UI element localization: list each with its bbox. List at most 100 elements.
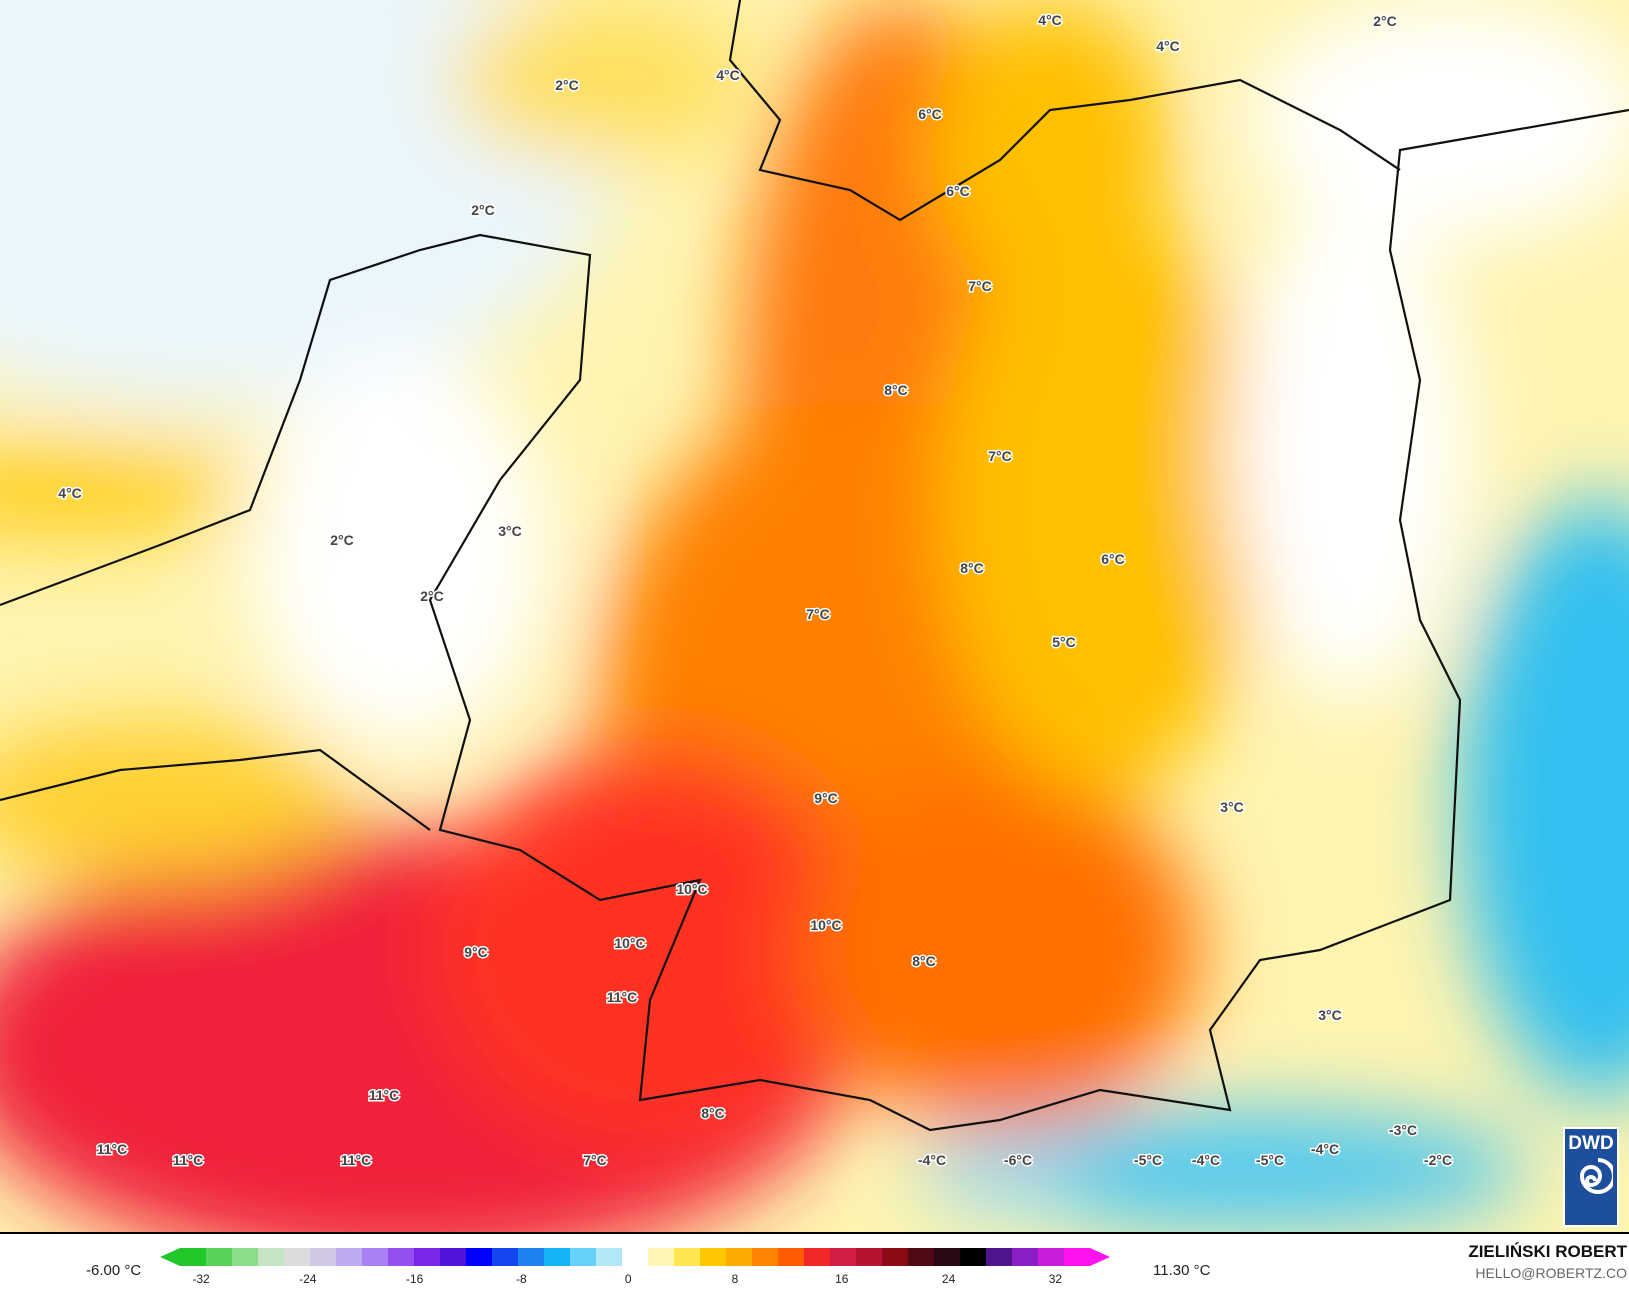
temperature-label: 2°C bbox=[420, 588, 444, 604]
temperature-label: -6°C bbox=[1004, 1152, 1032, 1168]
temperature-label: -3°C bbox=[1389, 1122, 1417, 1138]
temperature-region bbox=[800, 770, 1200, 1130]
author-name: ZIELIŃSKI ROBERT bbox=[1468, 1242, 1627, 1261]
temperature-region bbox=[0, 720, 350, 880]
temperature-label: 2°C bbox=[330, 532, 354, 548]
temperature-region bbox=[920, 1130, 1080, 1210]
temperature-region bbox=[1250, 0, 1629, 240]
temperature-label: 11°C bbox=[97, 1141, 128, 1157]
colorbar-tick: 0 bbox=[624, 1272, 632, 1286]
colorbar-swatch bbox=[700, 1248, 727, 1266]
colorbar-swatch bbox=[596, 1248, 623, 1266]
temperature-label: 11°C bbox=[173, 1152, 204, 1168]
temperature-label: 7°C bbox=[988, 448, 1012, 464]
temperature-label: 9°C bbox=[464, 944, 488, 960]
colorbar-swatch bbox=[934, 1248, 961, 1266]
colorbar-swatch bbox=[206, 1248, 233, 1266]
temperature-label: 2°C bbox=[1373, 13, 1397, 29]
temperature-label: 6°C bbox=[918, 106, 942, 122]
colorbar-swatch bbox=[336, 1248, 363, 1266]
temperature-region bbox=[930, 0, 1170, 300]
temperature-region bbox=[940, 200, 1260, 800]
colorbar-swatch bbox=[622, 1248, 649, 1266]
colorbar-tick: 8 bbox=[731, 1272, 739, 1286]
colorbar-tick: 24 bbox=[941, 1272, 956, 1286]
temperature-label: 4°C bbox=[1156, 38, 1180, 54]
colorbar-swatch bbox=[310, 1248, 337, 1266]
temperature-label: -4°C bbox=[1311, 1141, 1339, 1157]
colorbar-max-arrow bbox=[1090, 1248, 1110, 1266]
temperature-label: 6°C bbox=[946, 183, 970, 199]
max-value: 11.30 °C bbox=[1153, 1262, 1211, 1279]
colorbar-swatch bbox=[1064, 1248, 1091, 1266]
temperature-label: 2°C bbox=[555, 77, 579, 93]
colorbar-tick: 32 bbox=[1048, 1272, 1063, 1286]
temperature-label: 10°C bbox=[676, 881, 707, 897]
temperature-region bbox=[250, 350, 550, 750]
border-line bbox=[0, 748, 431, 831]
temperature-label: 11°C bbox=[607, 989, 638, 1005]
temperature-label: 8°C bbox=[912, 953, 936, 969]
temperature-label: -4°C bbox=[1192, 1152, 1220, 1168]
temperature-label: 10°C bbox=[614, 935, 645, 951]
temperature-region bbox=[970, 1110, 1530, 1230]
temperature-label: 7°C bbox=[968, 278, 992, 294]
temperature-region bbox=[1460, 500, 1629, 1100]
colorbar-tick: 16 bbox=[835, 1272, 849, 1286]
colorbar-swatch bbox=[258, 1248, 285, 1266]
colorbar-swatch bbox=[960, 1248, 987, 1266]
temperature-label: 4°C bbox=[1038, 12, 1062, 28]
colorbar-tick: -32 bbox=[192, 1272, 210, 1286]
colorbar-tick: -24 bbox=[299, 1272, 317, 1286]
colorbar-tick: -16 bbox=[405, 1272, 424, 1286]
temperature-map: 2°C 4°C 4°C 4°C 2°C 6°C 6°C 2°C 7°C 8°C 7°C 4°C 3°C 2… bbox=[0, 0, 1629, 1232]
dwd-logo-text: DWD bbox=[1568, 1133, 1614, 1154]
colorbar-swatch bbox=[856, 1248, 883, 1266]
colorbar-swatch bbox=[726, 1248, 753, 1266]
colorbar-swatch bbox=[284, 1248, 311, 1266]
temperature-label: 4°C bbox=[716, 67, 740, 83]
temperature-label: -2°C bbox=[1424, 1152, 1452, 1168]
temperature-label: 8°C bbox=[884, 382, 908, 398]
temperature-label: 11°C bbox=[341, 1152, 372, 1168]
min-value: -6.00 °C bbox=[86, 1262, 142, 1279]
country-borders bbox=[0, 0, 1629, 1132]
temperature-label: 11°C bbox=[369, 1087, 400, 1103]
colorbar-swatch bbox=[232, 1248, 259, 1266]
temperature-label: -5°C bbox=[1134, 1152, 1162, 1168]
author-email: HELLO@ROBERTZ.CO bbox=[1475, 1265, 1627, 1281]
legend-footer: -6.00 °C -32 -24 -16 -8 0 8 16 24 32 11.30 °C ZI… bbox=[0, 1232, 1629, 1289]
temperature-label: 6°C bbox=[1101, 551, 1125, 567]
colorbar-swatch bbox=[986, 1248, 1013, 1266]
colorbar-swatch bbox=[830, 1248, 857, 1266]
colorbar-swatch bbox=[648, 1248, 675, 1266]
colorbar-swatch bbox=[362, 1248, 389, 1266]
colorbar-min-arrow bbox=[160, 1248, 180, 1266]
temperature-label: 7°C bbox=[806, 606, 830, 622]
temperature-field bbox=[0, 0, 1629, 1232]
temperature-label: 2°C bbox=[471, 202, 495, 218]
colorbar-swatch bbox=[778, 1248, 805, 1266]
colorbar-swatch bbox=[492, 1248, 519, 1266]
temperature-label: 8°C bbox=[701, 1105, 725, 1121]
colorbar-tick: -8 bbox=[516, 1272, 527, 1286]
temperature-label: -5°C bbox=[1256, 1152, 1284, 1168]
temperature-label: 10°C bbox=[810, 917, 841, 933]
colorbar-swatch bbox=[908, 1248, 935, 1266]
colorbar-swatch bbox=[388, 1248, 415, 1266]
colorbar-swatch bbox=[1038, 1248, 1065, 1266]
temperature-label: 5°C bbox=[1052, 634, 1076, 650]
colorbar-swatch bbox=[674, 1248, 701, 1266]
colorbar-swatch bbox=[466, 1248, 493, 1266]
colorbar-swatch bbox=[440, 1248, 467, 1266]
colorbar-swatch bbox=[752, 1248, 779, 1266]
border-line bbox=[728, 0, 1401, 222]
temperature-label: 8°C bbox=[960, 560, 984, 576]
temperature-region bbox=[1230, 200, 1470, 700]
temperature-label: 3°C bbox=[498, 523, 522, 539]
colorbar-swatch bbox=[544, 1248, 571, 1266]
colorbar-swatch bbox=[570, 1248, 597, 1266]
colorbar-swatch bbox=[1012, 1248, 1039, 1266]
temperature-label: -4°C bbox=[918, 1152, 946, 1168]
colorbar-swatch bbox=[804, 1248, 831, 1266]
